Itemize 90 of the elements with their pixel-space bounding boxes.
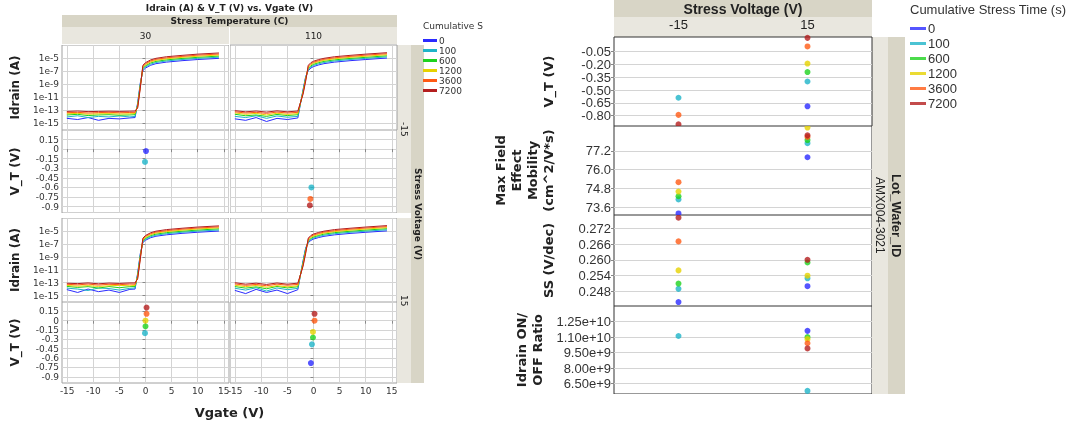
- y-tick-label: 0.15: [38, 306, 59, 317]
- legend-label: 3600: [928, 81, 957, 96]
- x-tick-label: -5: [282, 385, 292, 396]
- y-tick-label: 1e-9: [38, 79, 60, 90]
- y-tick-label: 1e-7: [38, 66, 59, 77]
- legend-label: 1200: [928, 66, 957, 81]
- y-tick-label: 1e-5: [38, 225, 59, 236]
- legend-label: 600: [439, 55, 457, 66]
- legend-label: 3600: [439, 75, 463, 86]
- y-tick-label: 1e-13: [33, 277, 59, 288]
- y-tick-label: -0.3: [41, 334, 59, 345]
- x-tick-label: 5: [168, 385, 175, 396]
- legend-label: 7200: [439, 85, 463, 96]
- y-tick-label: -0.45: [35, 343, 59, 354]
- y-tick-label: 0.260: [578, 252, 611, 268]
- y-tick-label: 1e-15: [33, 118, 59, 129]
- y-tick-label: 0.15: [38, 134, 59, 145]
- y-tick-label: 77.2: [585, 143, 611, 159]
- y-tick-label: 0.254: [578, 268, 611, 284]
- y-tick-label: 1e-11: [33, 264, 59, 275]
- y-tick-label: -0.15: [35, 325, 59, 336]
- y-tick-label: -0.6: [41, 353, 60, 364]
- y-tick-label: -0.9: [41, 371, 60, 382]
- y-tick-label: 1e-7: [38, 238, 59, 249]
- x-tick-label: 0: [142, 385, 149, 396]
- text: Lot_Wafer_ID: [888, 37, 905, 394]
- x-tick-label: 10: [359, 385, 372, 396]
- x-axis-title: Vgate (V): [193, 404, 266, 420]
- y-tick-label: -0.50: [581, 82, 611, 98]
- legend-label: 7200: [928, 96, 957, 111]
- x-tick-label: 10: [191, 385, 204, 396]
- legend-label: 100: [928, 36, 950, 51]
- legend-title: Cumulative Stress Time (s): [910, 2, 1067, 17]
- y-tick-label: -0.35: [581, 69, 611, 85]
- legend-label: 600: [928, 51, 950, 66]
- y-axis-title: Idrain (A): [7, 55, 22, 120]
- y-axis-title: Idrain ON/ OFF Ratio: [514, 312, 546, 388]
- legend-title: Cumulative S: [423, 20, 484, 31]
- x-tick-label: -15: [59, 385, 75, 396]
- legend-label: 0: [439, 35, 445, 46]
- y-tick-label: 1e-11: [33, 92, 59, 103]
- y-tick-label: 9.50e+9: [563, 345, 611, 361]
- y-tick-label: 0: [53, 144, 60, 155]
- y-tick-label: 6.50e+9: [563, 376, 611, 392]
- y-tick-label: 0: [53, 315, 60, 326]
- y-axis-title: SS (V/dec): [540, 222, 556, 299]
- y-tick-label: 73.6: [585, 199, 611, 215]
- y-tick-label: -0.65: [581, 95, 611, 111]
- x-tick-label: 0: [310, 385, 317, 396]
- y-tick-label: -0.45: [35, 172, 59, 183]
- y-tick-label: -0.6: [41, 182, 60, 193]
- text: 30: [62, 27, 229, 44]
- x-tick-label: 15: [218, 385, 230, 396]
- legend-label: 1200: [439, 65, 463, 76]
- y-tick-label: 0.272: [578, 220, 611, 236]
- y-tick-label: 0.266: [578, 236, 611, 252]
- y-tick-label: 1e-13: [33, 105, 59, 116]
- y-tick-label: 76.0: [585, 162, 611, 178]
- y-tick-label: 0.248: [578, 283, 611, 299]
- legend-label: 100: [439, 45, 457, 56]
- x-tick-label: -15: [227, 385, 243, 396]
- y-axis-title: Idrain (A): [7, 227, 22, 293]
- text: Stress Voltage (V): [614, 0, 872, 17]
- y-tick-label: 1e-15: [33, 290, 59, 301]
- text: 110: [230, 27, 397, 44]
- x-tick-label: -5: [114, 385, 124, 396]
- y-tick-label: 1e-5: [38, 53, 59, 64]
- y-tick-label: 74.8: [585, 180, 611, 196]
- y-tick-label: -0.80: [581, 108, 611, 124]
- y-tick-label: 1.10e+10: [556, 329, 611, 345]
- y-axis-title: V_T (V): [540, 55, 557, 108]
- y-tick-label: 8.00e+9: [563, 360, 611, 376]
- y-tick-label: -0.3: [41, 163, 59, 174]
- y-tick-label: 1.25e+10: [556, 314, 611, 330]
- y-axis-title: V_T (V): [7, 147, 23, 196]
- text: Stress Temperature (C): [62, 15, 397, 27]
- y-axis-title: V_T (V): [7, 318, 23, 367]
- text: AMX004-3021: [872, 37, 888, 394]
- y-tick-label: 1e-9: [38, 251, 60, 262]
- text: Stress Voltage (V): [411, 45, 424, 383]
- chart-title: Idrain (A) & V_T (V) vs. Vgate (V): [144, 2, 315, 15]
- x-tick-label: -10: [253, 385, 269, 396]
- y-axis-title: Max Field Effect Mobility (cm^2/V*s): [492, 129, 556, 212]
- y-tick-label: -0.15: [35, 153, 59, 164]
- y-tick-label: -0.75: [35, 362, 59, 373]
- y-tick-label: -0.9: [41, 201, 60, 212]
- y-tick-label: -0.75: [35, 192, 59, 203]
- x-tick-label: 5: [336, 385, 343, 396]
- x-tick-label: 15: [386, 385, 398, 396]
- x-tick-label: -10: [85, 385, 101, 396]
